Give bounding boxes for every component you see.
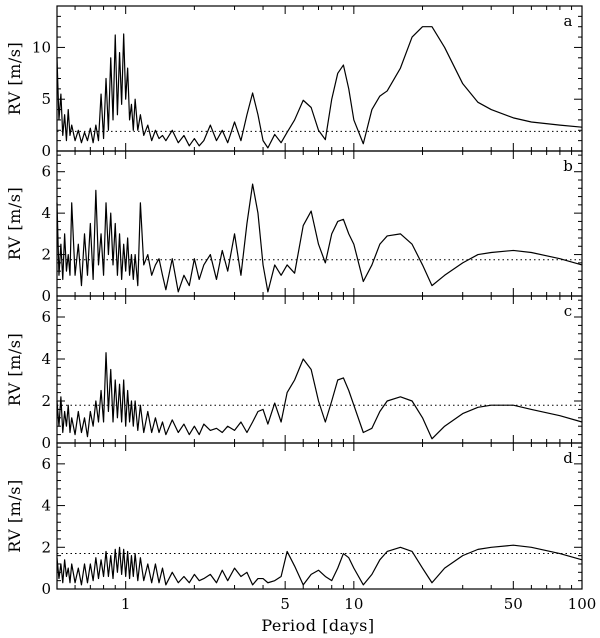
panel-b-periodogram-line: [56, 183, 583, 293]
y-tick-label: 0: [41, 580, 51, 598]
y-tick-label: 0: [41, 142, 51, 160]
y-tick-label: 4: [41, 497, 51, 515]
panel-c: 0 2 4 6 RV [m/s] c: [5, 295, 583, 452]
x-tick-label: 10: [344, 595, 363, 613]
y-tick-label: 2: [41, 246, 51, 264]
y-tick-label: 4: [41, 204, 51, 222]
x-axis-label: Period [days]: [261, 616, 374, 635]
y-tick-label: 5: [41, 90, 51, 108]
x-tick-label: 50: [504, 595, 523, 613]
panel-b-y-axis-label: RV [m/s]: [5, 187, 24, 260]
panel-d-frame: [56, 442, 583, 590]
panel-a-periodogram-line: [56, 26, 583, 149]
panel-b-letter: b: [563, 157, 573, 175]
y-tick-label: 6: [41, 308, 51, 326]
panel-b-frame: [56, 150, 583, 297]
y-tick-label: 4: [41, 350, 51, 368]
panel-a-frame: [56, 5, 583, 152]
panel-a-y-axis-label: RV [m/s]: [5, 42, 24, 115]
panel-a-letter: a: [564, 12, 573, 30]
y-tick-label: 10: [32, 38, 51, 56]
x-tick-label: 1: [121, 595, 131, 613]
panel-c-letter: c: [564, 302, 572, 320]
x-tick-label: 5: [280, 595, 290, 613]
panel-c-y-axis-label: RV [m/s]: [5, 333, 24, 406]
y-tick-label: 6: [41, 163, 51, 181]
y-tick-label: 2: [41, 392, 51, 410]
y-tick-label: 0: [41, 287, 51, 305]
panel-b: 0 2 4 6 RV [m/s] b: [5, 150, 583, 305]
panel-d-periodogram-line: [56, 544, 583, 586]
x-tick-label: 100: [568, 595, 597, 613]
panel-c-frame: [56, 295, 583, 444]
panel-d: 0 2 4 6 RV [m/s] d: [5, 442, 583, 598]
y-tick-label: 0: [41, 434, 51, 452]
y-tick-label: 6: [41, 455, 51, 473]
y-tick-label: 2: [41, 538, 51, 556]
panel-d-letter: d: [563, 449, 573, 467]
panel-d-y-axis-label: RV [m/s]: [5, 479, 24, 552]
panel-a: 0 5 10 RV [m/s] a: [5, 5, 583, 160]
panel-c-periodogram-line: [56, 352, 583, 440]
x-tick-labels: 1 5 10 50 100: [121, 595, 596, 613]
